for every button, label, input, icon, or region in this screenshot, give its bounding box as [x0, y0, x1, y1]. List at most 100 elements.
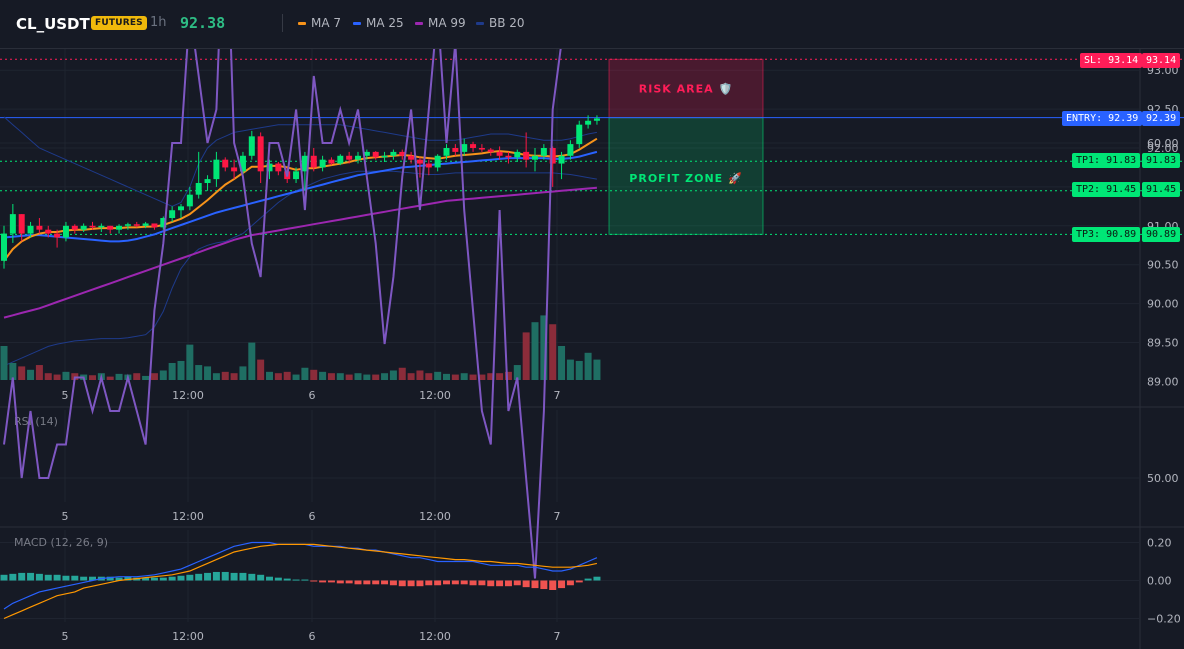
candle-body — [532, 155, 538, 160]
candle-body — [558, 155, 565, 164]
macd-title: MACD (12, 26, 9) — [14, 536, 108, 549]
volume-bar — [443, 373, 450, 380]
risk-zone — [608, 58, 764, 119]
candle-body — [496, 151, 503, 156]
candle-body — [505, 155, 512, 158]
volume-bar — [469, 374, 477, 380]
candle-body — [523, 151, 530, 160]
tp1-label: TP1: 91.83 — [1072, 153, 1141, 168]
candle-body — [160, 218, 167, 228]
macd-histogram-bar — [177, 575, 185, 581]
candle-body — [151, 223, 158, 228]
macd-histogram-bar — [425, 580, 433, 586]
volume-bar — [425, 373, 433, 380]
volume-bar — [133, 373, 141, 380]
macd-histogram-bar — [266, 576, 273, 581]
candle-body — [372, 151, 379, 158]
macd-histogram-bar — [292, 579, 300, 581]
volume-bar — [504, 371, 512, 380]
macd-signal-line — [3, 543, 598, 620]
time-tick-label: 12:00 — [419, 510, 451, 523]
candle-body — [461, 144, 468, 152]
macd-tick-label: −0.20 — [1147, 613, 1181, 626]
time-tick-label: 12:00 — [172, 389, 204, 402]
rsi-tick-label: 60.00 — [1147, 137, 1179, 150]
volume-bar — [451, 374, 459, 380]
volume-bar — [9, 363, 17, 380]
volume-bar — [478, 374, 486, 380]
legend-ma25[interactable]: MA 25 — [353, 16, 404, 30]
sl-axis-price: 93.14 — [1142, 53, 1181, 68]
volume-bar — [168, 363, 176, 380]
candle-body — [567, 144, 574, 156]
candle-body — [257, 136, 264, 172]
time-tick-label: 12:00 — [172, 510, 204, 523]
legend-ma99[interactable]: MA 99 — [415, 16, 466, 30]
volume-bar — [575, 360, 583, 380]
volume-bar — [584, 352, 592, 380]
macd-histogram-bar — [71, 575, 79, 581]
candle-body — [310, 155, 317, 168]
candle-body — [9, 214, 16, 234]
macd-tick-label: 0.20 — [1147, 537, 1172, 550]
macd-histogram-bar — [354, 580, 362, 585]
macd-histogram-bar — [504, 580, 512, 587]
legend-bb20[interactable]: BB 20 — [476, 16, 525, 30]
macd-histogram-bar — [62, 575, 70, 581]
tp2-label: TP2: 91.45 — [1072, 182, 1141, 197]
candle-body — [390, 151, 397, 156]
macd-histogram-bar — [487, 580, 495, 587]
macd-histogram-bar — [540, 580, 548, 590]
macd-histogram-bar — [372, 580, 380, 585]
macd-histogram-bar — [186, 574, 194, 581]
macd-histogram-bar — [159, 577, 167, 581]
volume-bar — [115, 373, 123, 380]
volume-bar — [381, 373, 389, 380]
macd-histogram-bar — [239, 572, 247, 581]
candle-body — [301, 155, 308, 172]
volume-bar — [372, 374, 380, 380]
macd-histogram-bar — [257, 574, 265, 581]
profit-zone-label: PROFIT ZONE 🚀 — [629, 172, 742, 185]
symbol-name[interactable]: CL_USDT — [16, 15, 90, 33]
macd-histogram-bar — [336, 580, 344, 584]
time-tick-label: 6 — [309, 510, 316, 523]
macd-histogram-bar — [195, 573, 203, 581]
macd-histogram-bar — [434, 580, 442, 586]
volume-bar — [89, 375, 96, 380]
candle-body — [45, 229, 52, 234]
candle-body — [399, 151, 406, 156]
candle-body — [337, 155, 344, 164]
macd-histogram-bar — [575, 580, 583, 583]
macd-histogram-bar — [212, 571, 220, 581]
volume-bar — [487, 373, 495, 380]
candle-body — [27, 225, 34, 234]
volume-bar — [434, 371, 442, 380]
candle-body — [328, 159, 335, 164]
legend-label: MA 99 — [428, 16, 466, 30]
macd-histogram-bar — [230, 572, 238, 581]
macd-histogram-bar — [0, 574, 8, 581]
candle-body — [178, 206, 184, 211]
macd-histogram-bar — [310, 580, 318, 582]
rsi-tick-label: 50.00 — [1147, 472, 1179, 485]
volume-bar — [327, 373, 335, 380]
volume-bar — [106, 376, 114, 380]
volume-bar — [27, 369, 35, 380]
candle-body — [443, 148, 450, 156]
candle-body — [169, 210, 176, 219]
legend-ma7[interactable]: MA 7 — [298, 16, 341, 30]
timeframe-selector[interactable]: 1h — [150, 15, 167, 30]
volume-bar — [310, 369, 318, 380]
macd-histogram-bar — [407, 580, 415, 587]
candle-body — [71, 225, 78, 230]
macd-histogram-bar — [9, 573, 17, 581]
sl-label: SL: 93.14 — [1080, 53, 1143, 68]
macd-histogram-bar — [115, 577, 123, 581]
volume-bar — [159, 370, 167, 380]
legend-label: MA 25 — [366, 16, 404, 30]
macd-histogram-bar — [398, 580, 406, 587]
volume-bar — [248, 342, 256, 380]
candle-body — [248, 136, 255, 156]
